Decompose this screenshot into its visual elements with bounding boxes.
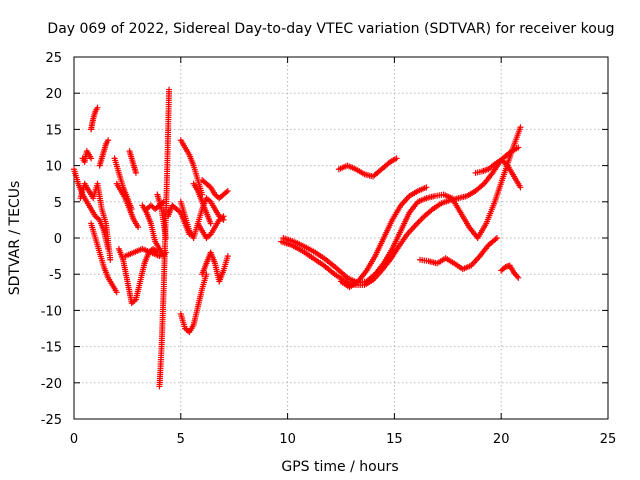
- series-track-18: [177, 271, 210, 336]
- series-track-15: [156, 86, 173, 390]
- data-point: [105, 137, 112, 144]
- y-axis-label: SDTVAR / TECUs: [7, 181, 23, 296]
- data-points: [71, 86, 524, 390]
- y-tick-label: 20: [45, 87, 62, 102]
- y-tick-label: 5: [54, 196, 62, 211]
- data-point: [224, 253, 231, 260]
- y-tick-label: 10: [45, 160, 62, 175]
- x-tick-label: 20: [493, 432, 510, 447]
- y-tick-label: -10: [41, 304, 62, 319]
- series-track-30: [498, 262, 522, 281]
- y-tick-label: 25: [45, 51, 62, 66]
- series-track-22: [199, 177, 231, 202]
- data-point: [107, 256, 114, 263]
- x-tick-label: 15: [386, 432, 403, 447]
- series-track-6: [88, 220, 120, 296]
- series-track-2: [77, 180, 114, 263]
- data-point: [88, 155, 95, 162]
- data-point: [417, 217, 424, 224]
- series-track-4: [88, 104, 101, 133]
- y-tick-labels: -25 -20 -15 -10 -5 0 5 10 15 20 25: [41, 51, 62, 428]
- series-track-9: [126, 148, 139, 176]
- y-tick-label: -20: [41, 377, 62, 392]
- data-point: [224, 187, 231, 194]
- data-point: [517, 124, 524, 131]
- data-point: [393, 155, 400, 162]
- data-point: [132, 169, 139, 176]
- x-tick-label: 5: [177, 432, 185, 447]
- y-tick-label: 15: [45, 123, 62, 138]
- y-tick-label: -25: [41, 413, 62, 428]
- data-point: [94, 104, 101, 111]
- series-track-23: [194, 213, 227, 241]
- data-point: [423, 184, 430, 191]
- series-track-28: [417, 235, 500, 273]
- series-track-17: [177, 137, 206, 198]
- series-track-8: [113, 180, 142, 231]
- series-track-19: [199, 249, 231, 285]
- x-tick-label: 25: [600, 432, 617, 447]
- data-point: [135, 224, 142, 231]
- data-point: [166, 86, 173, 93]
- tick-marks: [73, 56, 609, 420]
- data-point: [207, 220, 214, 227]
- data-point: [220, 213, 227, 220]
- series-track-26: [335, 155, 400, 180]
- data-point: [517, 184, 524, 191]
- series-track-27: [338, 184, 430, 291]
- data-point: [415, 219, 422, 226]
- series-track-25: [280, 124, 524, 286]
- plot-frame: [73, 56, 609, 420]
- y-tick-label: 0: [54, 232, 62, 247]
- chart-title: Day 069 of 2022, Sidereal Day-to-day VTE…: [47, 21, 614, 37]
- series-track-21: [190, 180, 214, 227]
- data-point: [515, 274, 522, 281]
- data-point: [514, 273, 521, 280]
- x-tick-label: 10: [279, 432, 296, 447]
- series-track-5: [96, 137, 112, 169]
- data-point: [493, 235, 500, 241]
- series-track-29: [472, 156, 524, 191]
- y-tick-label: -5: [49, 268, 62, 283]
- x-tick-labels: 0 5 10 15 20 25: [70, 432, 616, 447]
- data-point: [418, 216, 425, 223]
- x-axis-label: GPS time / hours: [281, 459, 398, 475]
- series-track-3: [79, 148, 95, 165]
- y-tick-label: -15: [41, 341, 62, 356]
- data-point: [414, 220, 421, 227]
- x-tick-label: 0: [70, 432, 78, 447]
- data-point: [113, 289, 120, 296]
